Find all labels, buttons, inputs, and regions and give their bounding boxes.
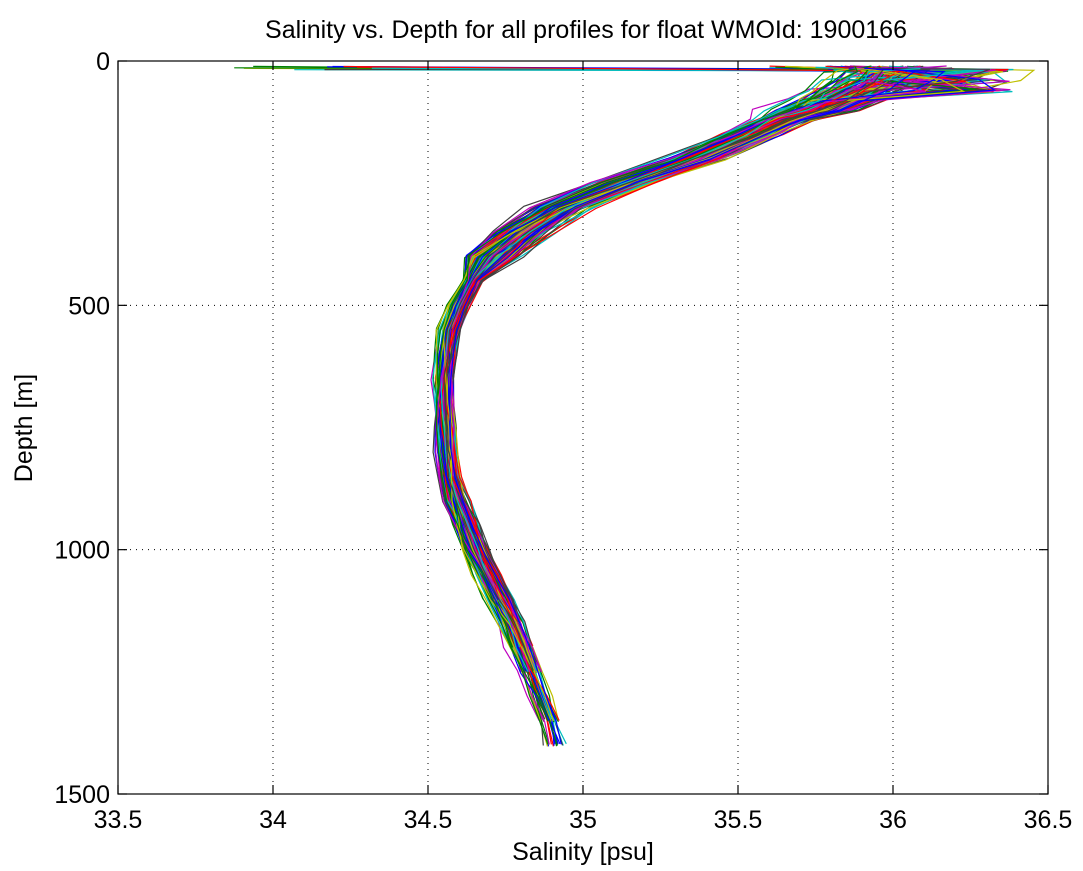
profile-line bbox=[332, 65, 871, 673]
profile-line bbox=[439, 65, 903, 576]
profile-line bbox=[243, 67, 866, 671]
y-tick-label: 1500 bbox=[54, 781, 110, 809]
axis-ticks bbox=[117, 60, 1049, 795]
profile-line bbox=[441, 66, 885, 674]
x-tick-label: 35.5 bbox=[714, 806, 763, 834]
x-tick-label: 34 bbox=[259, 806, 287, 834]
y-tick-label: 0 bbox=[96, 48, 110, 76]
profile-line bbox=[327, 66, 894, 722]
x-axis-label: Salinity [psu] bbox=[512, 838, 654, 866]
x-tick-labels: 33.5 34 34.5 35 35.5 36 36.5 bbox=[94, 806, 1073, 834]
profile-line bbox=[324, 68, 963, 673]
profile-line bbox=[442, 65, 911, 599]
profile-line bbox=[446, 66, 927, 598]
profile-line bbox=[440, 65, 896, 575]
profile-line bbox=[439, 67, 927, 598]
profile-line bbox=[450, 67, 995, 720]
profile-line bbox=[438, 68, 870, 600]
profile-line bbox=[446, 66, 1036, 674]
profile-line bbox=[253, 65, 967, 747]
profile-line bbox=[439, 66, 902, 623]
profile-line bbox=[441, 65, 892, 649]
profile-line bbox=[434, 67, 888, 598]
profile-line bbox=[451, 68, 910, 599]
profile-line bbox=[443, 67, 891, 671]
x-tick-label: 34.5 bbox=[404, 806, 453, 834]
profile-line bbox=[444, 67, 991, 623]
y-tick-label: 500 bbox=[68, 292, 110, 320]
profile-line bbox=[436, 67, 941, 574]
profile-line bbox=[343, 65, 893, 648]
profile-line bbox=[446, 68, 915, 599]
profile-line bbox=[449, 67, 917, 745]
x-tick-label: 35 bbox=[569, 806, 597, 834]
grid-lines bbox=[118, 61, 1048, 794]
profile-line bbox=[443, 65, 919, 600]
profile-line bbox=[234, 67, 909, 649]
profile-line bbox=[434, 66, 896, 575]
profile-line bbox=[435, 66, 896, 648]
profile-line bbox=[432, 65, 920, 600]
profile-lines bbox=[234, 65, 1036, 747]
profile-line bbox=[294, 69, 998, 648]
y-tick-label: 1000 bbox=[54, 537, 110, 565]
chart-title: Salinity vs. Depth for all profiles for … bbox=[265, 16, 907, 44]
x-tick-label: 36 bbox=[879, 806, 907, 834]
profile-line bbox=[447, 68, 903, 600]
profile-line bbox=[432, 67, 930, 600]
profile-line bbox=[435, 67, 856, 672]
profile-line bbox=[445, 65, 921, 599]
y-axis-label: Depth [m] bbox=[10, 374, 38, 482]
profile-line bbox=[436, 65, 872, 722]
profile-line bbox=[440, 65, 882, 599]
profile-line bbox=[435, 66, 927, 600]
profile-line bbox=[435, 66, 859, 745]
y-tick-labels: 0 500 1000 1500 bbox=[54, 48, 110, 809]
profile-line bbox=[441, 65, 884, 600]
x-tick-label: 33.5 bbox=[94, 806, 143, 834]
profile-line bbox=[437, 66, 891, 647]
x-tick-label: 36.5 bbox=[1024, 806, 1073, 834]
profile-line bbox=[446, 68, 1010, 674]
profile-line bbox=[449, 68, 1013, 746]
profile-line bbox=[442, 69, 870, 599]
profile-line bbox=[442, 68, 966, 722]
profile-line bbox=[441, 65, 966, 745]
profile-line bbox=[437, 66, 866, 649]
